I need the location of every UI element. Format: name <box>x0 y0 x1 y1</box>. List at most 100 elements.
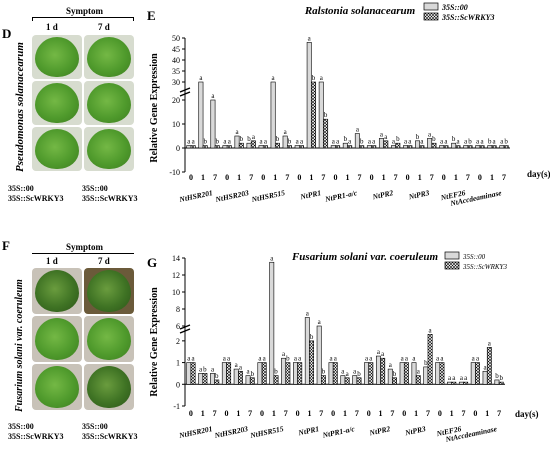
bar-scwrky3 <box>407 145 413 149</box>
bar-scwrky3 <box>262 145 268 149</box>
day-label: 0 <box>473 409 477 418</box>
gene-label: NtPR3 <box>403 424 426 437</box>
bar-35s00 <box>439 145 445 149</box>
bar-35s00 <box>499 145 505 149</box>
bar-35s00 <box>304 317 310 385</box>
day-label: 7 <box>466 173 470 182</box>
y-tick-label: 8 <box>176 305 180 314</box>
sig-letter: a <box>320 74 324 82</box>
sig-letter: a <box>500 138 504 146</box>
day-label: 1 <box>236 409 240 418</box>
gene-label: NtPR3 <box>407 188 430 201</box>
day-label: 1 <box>418 173 422 182</box>
sig-letter: a <box>235 128 239 136</box>
sig-letter: a <box>211 92 215 100</box>
day-label: 1 <box>272 409 276 418</box>
sig-letter: a <box>199 74 203 82</box>
bar-scwrky3 <box>297 362 303 385</box>
sig-letter: a <box>334 355 338 363</box>
bar-35s00 <box>198 81 204 149</box>
sig-letter: a <box>392 138 396 146</box>
bar-scwrky3 <box>320 375 326 385</box>
bar-scwrky3 <box>403 362 409 385</box>
leaf-image <box>84 35 134 79</box>
y-tick-label: -1 <box>173 402 180 411</box>
y-tick-label: 40 <box>172 56 180 65</box>
bar-scwrky3 <box>356 377 362 385</box>
gene-label: NtHSR203 <box>213 424 249 440</box>
day-label: 1 <box>273 173 277 182</box>
sig-letter: a <box>488 339 492 347</box>
sig-letter: b <box>488 138 492 146</box>
panel-g-label: G <box>147 255 158 270</box>
panel-f-genotype-2: 35S::ScWRKY3 <box>8 432 64 441</box>
panel-f-day7: 7 d <box>98 256 110 266</box>
bar-scwrky3 <box>455 145 461 149</box>
sig-letter: a <box>384 133 388 141</box>
panel-d-day7: 7 d <box>98 22 110 32</box>
sig-letter: a <box>389 361 393 369</box>
chart-g-title: Fusarium solani var. coeruleum <box>291 251 439 263</box>
y-tick-label: 10 <box>172 120 180 129</box>
bar-scwrky3 <box>503 145 509 149</box>
bar-scwrky3 <box>261 362 267 385</box>
bar-35s00 <box>328 362 334 385</box>
sig-letter: a <box>199 365 203 373</box>
sig-letter: a <box>263 355 267 363</box>
bar-35s00 <box>375 355 381 385</box>
bar-scwrky3 <box>431 142 437 149</box>
sig-letter: a <box>187 355 191 363</box>
bar-scwrky3 <box>335 145 341 149</box>
panel-d-leaf-grid <box>30 33 136 173</box>
sig-letter: b <box>468 138 472 146</box>
bar-scwrky3 <box>274 142 280 149</box>
chart-e: Ralstonia solanacearum Relative Gene Exp… <box>149 2 550 208</box>
gene-label: NtPR1-a/c <box>321 424 356 440</box>
day-label: 1 <box>307 409 311 418</box>
panel-d-genotype-3: 35S::00 <box>82 184 108 193</box>
sig-letter: a <box>192 355 196 363</box>
leaf-image <box>32 364 82 410</box>
day-label: 7 <box>284 409 288 418</box>
panel-d-label: D <box>2 26 12 41</box>
bar-scwrky3 <box>415 375 421 385</box>
chart-g-xunit: day(s) <box>515 409 539 419</box>
bar-35s00 <box>387 368 393 385</box>
gene-label: NtHSR515 <box>250 188 286 204</box>
day-label: 0 <box>406 173 410 182</box>
bar-35s00 <box>269 261 275 385</box>
bar-scwrky3 <box>392 377 397 385</box>
bar-35s00 <box>451 142 457 149</box>
sig-letter: a <box>368 138 372 146</box>
sig-letter: b <box>312 74 316 82</box>
panel-f-genotype-1: 35S::00 <box>8 422 34 431</box>
day-label: 0 <box>438 409 442 418</box>
bar-35s00 <box>427 138 433 149</box>
bar-scwrky3 <box>190 145 196 149</box>
panel-d-tick-right <box>133 17 134 21</box>
bar-35s00 <box>258 145 264 149</box>
bar-35s00 <box>411 362 417 385</box>
gene-label: NtHSR515 <box>248 424 284 440</box>
day-label: 1 <box>490 173 494 182</box>
bar-35s00 <box>342 142 348 149</box>
sig-letter: b <box>495 372 499 380</box>
bar-35s00 <box>270 81 276 149</box>
bar-35s00 <box>234 135 240 149</box>
bar-scwrky3 <box>202 373 208 385</box>
y-tick-label: 10 <box>172 288 180 297</box>
bar-35s00 <box>246 142 252 149</box>
bar-35s00 <box>435 362 441 385</box>
y-tick-label: 6 <box>176 322 180 331</box>
bar-scwrky3 <box>202 145 208 149</box>
bar-35s00 <box>475 145 481 149</box>
leaf-image <box>84 316 134 362</box>
legend-swatch-00 <box>423 2 439 11</box>
day-label: 7 <box>213 173 217 182</box>
sig-letter: b <box>360 138 364 146</box>
sig-letter: b <box>357 370 361 378</box>
y-tick-label: -10 <box>169 168 180 177</box>
y-tick-label: 50 <box>172 34 180 43</box>
bar-35s00 <box>415 140 421 149</box>
